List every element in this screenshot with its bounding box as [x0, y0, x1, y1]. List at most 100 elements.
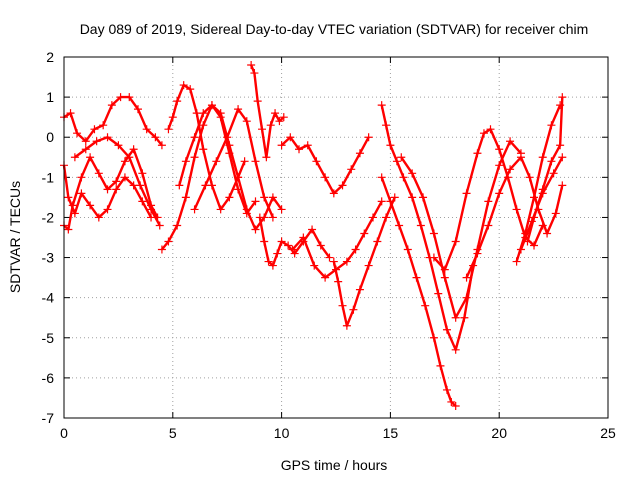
series-sat-18 — [462, 153, 567, 282]
series-sat-16 — [397, 137, 525, 322]
data-point — [416, 221, 425, 230]
data-point — [103, 205, 112, 214]
data-point — [212, 157, 221, 166]
data-point — [440, 273, 449, 282]
data-point — [329, 257, 338, 266]
data-point — [151, 133, 160, 142]
data-point — [347, 165, 356, 174]
data-point — [114, 141, 123, 150]
data-point — [419, 193, 428, 202]
y-tick-label: -7 — [42, 410, 55, 426]
data-point — [120, 173, 129, 182]
y-tick-label: 2 — [46, 49, 54, 65]
point-layer — [60, 61, 567, 410]
series-sat-21 — [516, 153, 567, 254]
series-line — [178, 103, 257, 215]
data-point — [447, 397, 456, 406]
series-line — [515, 104, 562, 262]
data-point — [495, 189, 504, 198]
data-point — [258, 125, 267, 134]
data-point — [133, 105, 142, 114]
data-point — [479, 129, 488, 138]
series-line — [63, 95, 163, 147]
series-sat-06 — [164, 81, 249, 214]
data-point — [392, 157, 401, 166]
series-line — [400, 140, 522, 319]
data-point — [284, 241, 293, 250]
x-tick-label: 15 — [383, 425, 399, 441]
data-point — [451, 401, 460, 410]
data-point — [242, 117, 251, 126]
data-point — [250, 69, 259, 78]
data-point — [558, 93, 567, 102]
data-point — [299, 233, 308, 242]
data-point — [199, 109, 208, 118]
y-tick-label: 0 — [46, 129, 54, 145]
data-point — [190, 133, 199, 142]
data-point — [216, 113, 225, 122]
data-point — [81, 137, 90, 146]
data-point — [251, 225, 260, 234]
data-point — [253, 97, 262, 106]
data-point — [547, 157, 556, 166]
data-point — [260, 237, 269, 246]
series-sat-19 — [512, 101, 565, 266]
data-point — [506, 137, 515, 146]
data-point — [136, 181, 145, 190]
data-point — [368, 213, 377, 222]
data-point — [412, 273, 421, 282]
series-sat-08 — [190, 105, 277, 222]
data-point — [484, 221, 493, 230]
data-point — [234, 185, 243, 194]
series-sat-13 — [329, 193, 399, 330]
data-point — [234, 105, 243, 114]
data-point — [103, 133, 112, 142]
data-point — [321, 273, 330, 282]
series-sat-12 — [288, 197, 386, 282]
data-point — [316, 241, 325, 250]
x-axis-label: GPS time / hours — [281, 457, 388, 473]
data-point — [436, 361, 445, 370]
series-line — [380, 176, 457, 407]
data-point — [512, 205, 521, 214]
x-tick-label: 20 — [491, 425, 507, 441]
data-point — [199, 145, 208, 154]
data-point — [310, 261, 319, 270]
data-point — [207, 101, 216, 110]
data-point — [527, 217, 536, 226]
data-point — [66, 109, 75, 118]
data-point — [462, 273, 471, 282]
data-point — [451, 345, 460, 354]
data-point — [399, 173, 408, 182]
data-point — [421, 301, 430, 310]
y-tick-label: -2 — [42, 209, 55, 225]
data-point — [199, 121, 208, 130]
series-sat-03 — [60, 145, 162, 234]
data-point — [451, 237, 460, 246]
data-point — [538, 189, 547, 198]
data-point — [338, 301, 347, 310]
data-point — [225, 193, 234, 202]
data-point — [342, 321, 351, 330]
data-point — [556, 141, 565, 150]
data-point — [260, 193, 269, 202]
data-point — [247, 61, 256, 70]
data-point — [125, 93, 134, 102]
data-point — [242, 209, 251, 218]
data-point — [173, 97, 182, 106]
data-point — [155, 221, 164, 230]
data-point — [288, 245, 297, 254]
data-point — [349, 305, 358, 314]
data-point — [271, 109, 280, 118]
data-point — [273, 249, 282, 258]
data-point — [364, 133, 373, 142]
data-point — [73, 129, 82, 138]
series-sat-09 — [247, 61, 288, 162]
data-point — [190, 205, 199, 214]
data-point — [138, 197, 147, 206]
y-tick-label: -1 — [42, 169, 55, 185]
data-point — [338, 181, 347, 190]
data-point — [312, 157, 321, 166]
data-point — [429, 333, 438, 342]
